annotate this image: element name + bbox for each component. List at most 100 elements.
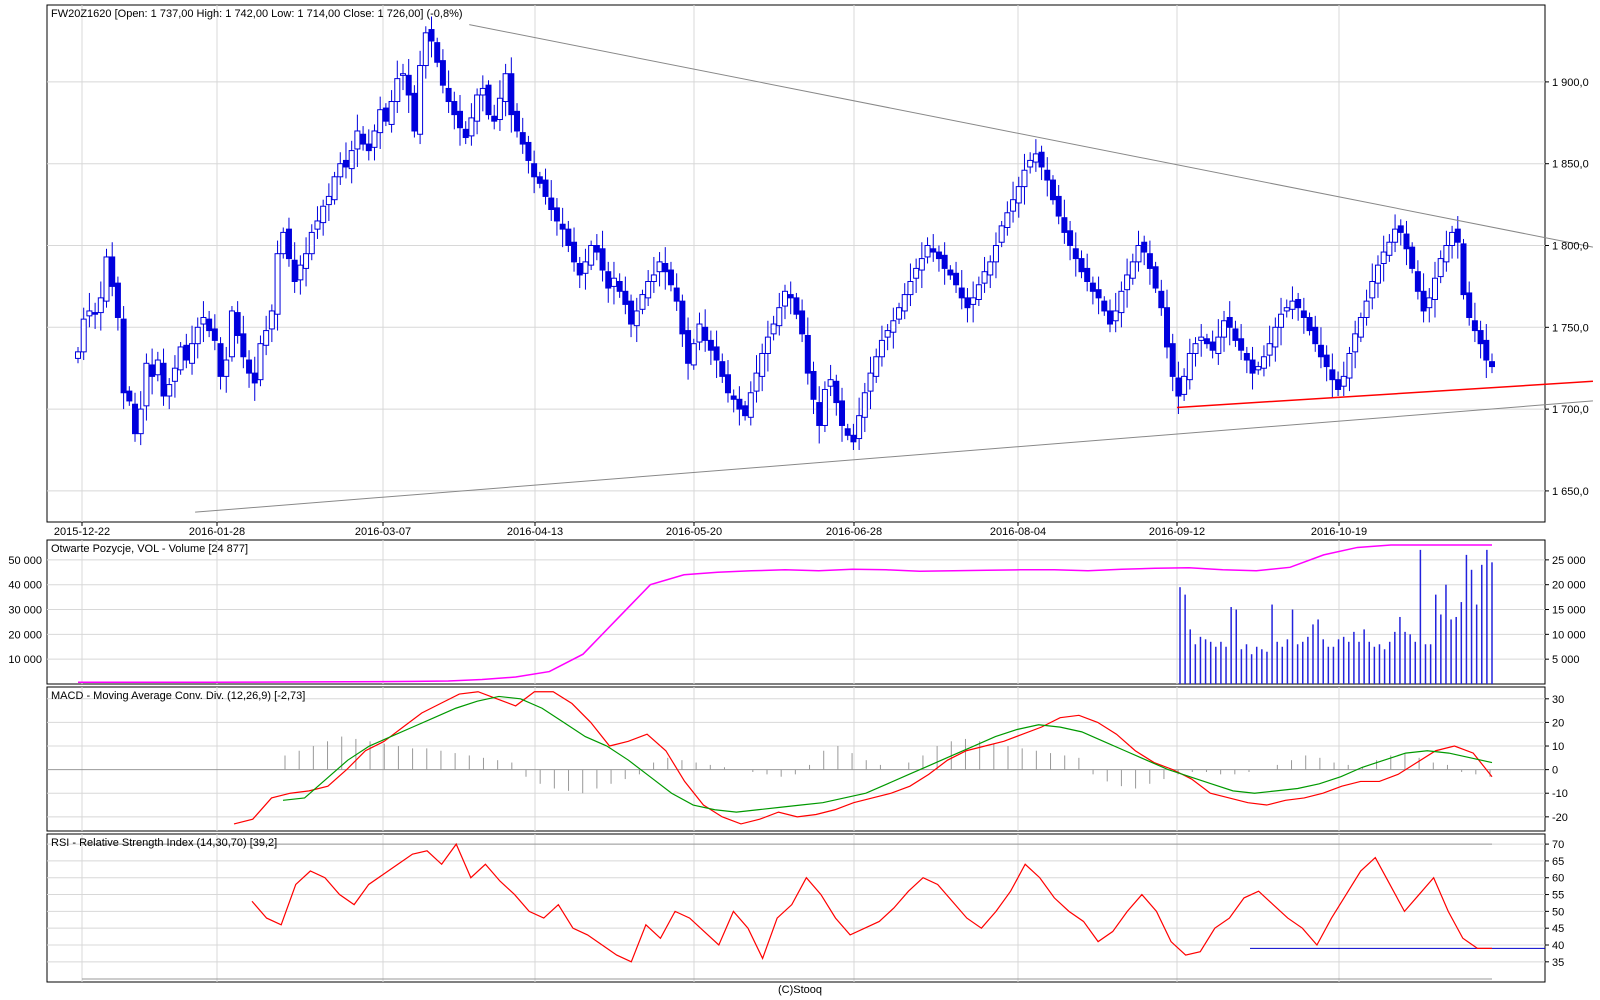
macd-grid	[47, 687, 1545, 831]
candle-body-up	[1198, 336, 1205, 341]
candle-body-up	[1283, 307, 1290, 312]
candle-body-down	[120, 318, 127, 394]
candle-body-up	[1112, 310, 1119, 322]
candle-body-up	[650, 274, 657, 282]
candle-body-down	[536, 176, 543, 184]
volume-right-tick-label: 10 000	[1552, 629, 1586, 641]
candle-body-down	[132, 403, 139, 435]
rsi-y-tick-label: 40	[1552, 940, 1564, 952]
candle-body-down	[958, 287, 965, 299]
candle-body-down	[1471, 320, 1478, 332]
candle-body-down	[160, 362, 167, 397]
macd-y-tick-label: 30	[1552, 694, 1564, 706]
candle-body-down	[964, 297, 971, 309]
price-x-tick-label: 2016-03-07	[355, 526, 411, 538]
candle-body-down	[1306, 316, 1313, 332]
candle-body-up	[1272, 326, 1279, 348]
candle-body-down	[719, 361, 726, 377]
candle-body-up	[998, 225, 1005, 243]
rsi-title: RSI - Relative Strength Index (14,30,70)…	[51, 837, 277, 849]
volume-left-tick-label: 10 000	[8, 654, 42, 666]
candle-body-down	[1209, 341, 1216, 351]
candle-body-up	[1437, 258, 1444, 278]
candle-body-down	[149, 364, 156, 377]
trend-lower-line	[195, 400, 1593, 513]
candle-body-down	[730, 395, 737, 400]
candle-body-up	[171, 367, 178, 382]
trend-upper-line	[469, 24, 1594, 248]
candle-body-up	[422, 32, 429, 67]
candle-body-up	[263, 330, 270, 346]
candle-body-up	[103, 256, 110, 302]
candle-body-down	[1414, 271, 1421, 292]
candle-body-up	[189, 343, 196, 364]
candle-body-down	[1106, 310, 1113, 325]
candle-body-up	[1027, 159, 1034, 168]
candle-body-down	[1238, 338, 1245, 351]
candle-body-up	[582, 261, 589, 274]
candle-body-down	[605, 271, 612, 289]
price-y-tick-label: 1 900,0	[1552, 77, 1589, 89]
candle-body-down	[628, 300, 635, 325]
price-x-tick-label: 2015-12-22	[54, 526, 110, 538]
candle-body-down	[434, 42, 441, 63]
volume-bars	[1179, 549, 1493, 684]
candle-body-up	[1449, 231, 1456, 247]
candle-body-down	[799, 310, 806, 335]
candle-body-up	[1192, 343, 1199, 354]
rsi-y-tick-label: 65	[1552, 856, 1564, 868]
candle-body-down	[428, 29, 435, 42]
rsi-y-tick-label: 50	[1552, 906, 1564, 918]
candle-body-up	[320, 205, 327, 224]
candle-body-down	[1312, 326, 1319, 345]
candle-body-down	[1232, 328, 1239, 341]
candle-body-up	[890, 320, 897, 333]
candle-body-down	[1078, 258, 1085, 273]
candle-body-down	[531, 163, 538, 178]
candle-body-down	[1483, 339, 1490, 361]
price-y-tick-label: 1 800,0	[1552, 241, 1589, 253]
macd-y-tick-label: 0	[1552, 765, 1558, 777]
macd-y-ticks: 30 20 10 0 -10 -20	[1545, 694, 1568, 824]
candle-body-up	[354, 130, 361, 150]
candle-body-up	[75, 351, 81, 359]
candle-body-up	[468, 117, 475, 137]
volume-grid	[47, 540, 1545, 684]
candle-body-up	[194, 326, 201, 345]
candle-body-up	[770, 323, 777, 335]
candle-body-down	[1249, 359, 1256, 374]
candle-body-down	[514, 110, 521, 132]
volume-left-tick-label: 50 000	[8, 555, 42, 567]
price-title: FW20Z1620 [Open: 1 737,00 High: 1 742,00…	[51, 8, 463, 20]
candle-body-up	[1004, 212, 1011, 229]
candle-body-down	[206, 318, 213, 332]
candle-body-down	[1141, 241, 1148, 253]
candle-body-up	[610, 277, 617, 287]
candle-body-down	[616, 280, 623, 292]
macd-panel-frame	[46, 686, 1546, 832]
candle-body-down	[1072, 248, 1079, 260]
candle-body-down	[342, 159, 349, 168]
candle-body-up	[753, 372, 760, 392]
candle-body-down	[1403, 233, 1410, 250]
candle-body-down	[1084, 267, 1091, 282]
rsi-panel: 70 65 60 55 50 45 40 35 RSI - Relative Strength…	[46, 833, 1564, 983]
candle-body-down	[953, 272, 960, 286]
candle-body-down	[793, 297, 800, 315]
candle-body-up	[268, 310, 275, 330]
candle-body-up	[1135, 245, 1142, 263]
candle-body-down	[291, 259, 298, 282]
candle-body-up	[878, 339, 885, 358]
candle-body-down	[724, 374, 731, 394]
support-line	[1176, 380, 1593, 409]
candle-body-down	[1477, 330, 1484, 345]
candle-body-up	[331, 176, 338, 201]
candle-body-down	[685, 330, 692, 364]
candle-body-up	[137, 408, 144, 435]
candle-body-down	[565, 228, 572, 247]
candle-body-down	[1295, 298, 1302, 309]
candle-body-down	[285, 228, 292, 260]
price-grid	[47, 5, 1545, 522]
price-x-tick-label: 2016-05-20	[666, 526, 722, 538]
candle-body-up	[776, 307, 783, 327]
